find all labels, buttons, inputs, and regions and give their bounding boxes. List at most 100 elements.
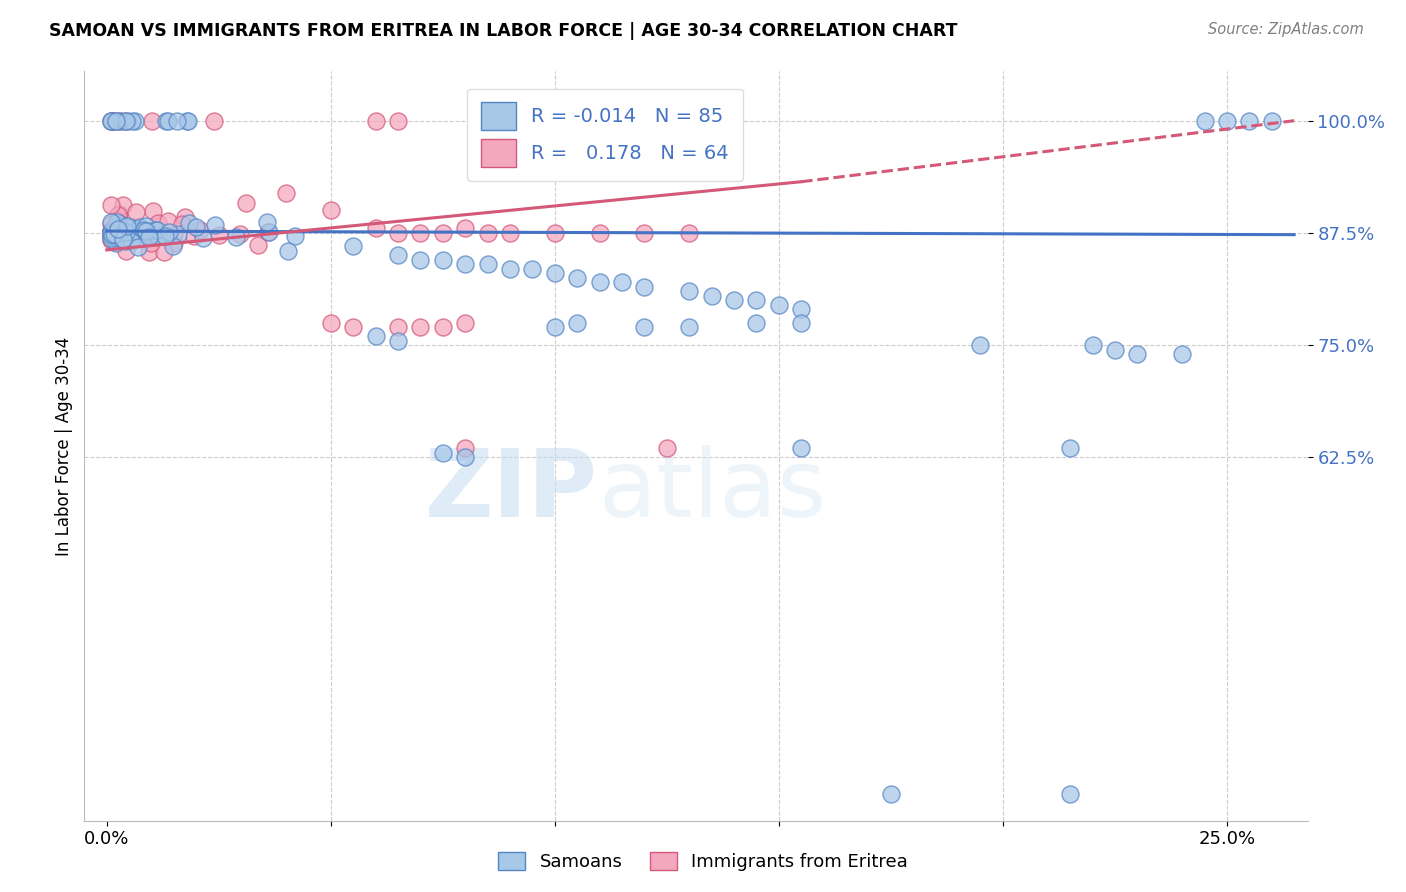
Point bbox=[100, 113, 122, 128]
Point bbox=[103, 227, 125, 242]
Point bbox=[112, 227, 135, 242]
Point bbox=[127, 240, 149, 254]
Point bbox=[364, 113, 387, 128]
Point bbox=[108, 218, 131, 232]
Point bbox=[105, 215, 128, 229]
Point bbox=[655, 442, 678, 456]
Point bbox=[135, 223, 157, 237]
Point bbox=[143, 223, 166, 237]
Point bbox=[100, 113, 122, 128]
Point bbox=[153, 229, 176, 244]
Point bbox=[107, 208, 129, 222]
Point bbox=[101, 227, 124, 242]
Point bbox=[257, 225, 280, 239]
Point bbox=[319, 316, 342, 330]
Point bbox=[454, 221, 477, 235]
Point bbox=[115, 113, 138, 128]
Point bbox=[117, 220, 139, 235]
Point bbox=[100, 231, 122, 245]
Point bbox=[454, 257, 477, 271]
Point bbox=[1216, 113, 1239, 128]
Point bbox=[107, 219, 129, 233]
Point bbox=[115, 222, 138, 236]
Point bbox=[104, 231, 127, 245]
Point bbox=[120, 235, 142, 249]
Point bbox=[790, 302, 813, 317]
Point bbox=[202, 113, 225, 128]
Point bbox=[409, 320, 432, 334]
Point bbox=[633, 226, 655, 240]
Point bbox=[105, 113, 128, 128]
Text: Source: ZipAtlas.com: Source: ZipAtlas.com bbox=[1208, 22, 1364, 37]
Point bbox=[633, 279, 655, 293]
Point bbox=[100, 224, 122, 238]
Point bbox=[191, 231, 214, 245]
Point bbox=[115, 244, 138, 258]
Point bbox=[111, 197, 134, 211]
Point bbox=[138, 229, 160, 244]
Point bbox=[104, 227, 127, 242]
Point bbox=[115, 225, 138, 239]
Point bbox=[277, 244, 299, 258]
Point bbox=[768, 298, 790, 312]
Text: SAMOAN VS IMMIGRANTS FROM ERITREA IN LABOR FORCE | AGE 30-34 CORRELATION CHART: SAMOAN VS IMMIGRANTS FROM ERITREA IN LAB… bbox=[49, 22, 957, 40]
Point bbox=[1126, 347, 1149, 361]
Point bbox=[146, 223, 169, 237]
Point bbox=[135, 228, 157, 243]
Point bbox=[173, 211, 195, 225]
Point bbox=[100, 198, 122, 212]
Point bbox=[790, 316, 813, 330]
Point bbox=[544, 226, 567, 240]
Point bbox=[1081, 338, 1104, 352]
Point bbox=[108, 221, 131, 235]
Point bbox=[678, 320, 700, 334]
Point bbox=[108, 207, 131, 221]
Point bbox=[454, 450, 477, 465]
Point bbox=[387, 320, 409, 334]
Point bbox=[153, 244, 176, 259]
Point bbox=[432, 252, 454, 267]
Point bbox=[235, 196, 257, 211]
Point bbox=[499, 226, 522, 240]
Point bbox=[156, 113, 179, 128]
Point bbox=[104, 113, 127, 128]
Point bbox=[1104, 343, 1126, 357]
Point bbox=[364, 221, 387, 235]
Point bbox=[208, 228, 231, 243]
Point bbox=[969, 338, 991, 352]
Point bbox=[115, 113, 138, 128]
Point bbox=[432, 446, 454, 460]
Point bbox=[184, 219, 207, 234]
Point bbox=[115, 219, 138, 234]
Point bbox=[567, 316, 589, 330]
Point bbox=[588, 275, 610, 289]
Point bbox=[163, 227, 186, 241]
Point bbox=[1239, 113, 1261, 128]
Point bbox=[319, 203, 342, 218]
Point bbox=[100, 223, 122, 237]
Point bbox=[499, 261, 522, 276]
Point bbox=[342, 239, 364, 253]
Point bbox=[723, 293, 745, 308]
Point bbox=[544, 266, 567, 280]
Point bbox=[477, 257, 499, 271]
Point bbox=[177, 113, 200, 128]
Point bbox=[138, 245, 160, 260]
Point bbox=[100, 227, 122, 242]
Point bbox=[1059, 442, 1081, 456]
Point bbox=[790, 442, 813, 456]
Point bbox=[387, 226, 409, 240]
Point bbox=[522, 261, 544, 276]
Point bbox=[880, 787, 903, 801]
Point bbox=[135, 219, 157, 233]
Point bbox=[633, 320, 655, 334]
Point bbox=[1059, 787, 1081, 801]
Point bbox=[745, 293, 768, 308]
Point bbox=[246, 237, 269, 252]
Point bbox=[157, 213, 180, 227]
Point bbox=[143, 228, 166, 243]
Point bbox=[132, 223, 155, 237]
Point bbox=[122, 219, 145, 234]
Point bbox=[103, 113, 125, 128]
Point bbox=[146, 216, 169, 230]
